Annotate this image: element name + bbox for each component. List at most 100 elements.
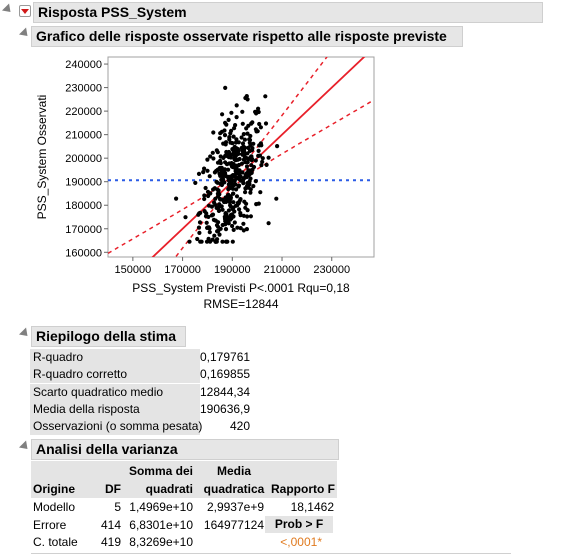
- data-point: [251, 164, 257, 170]
- data-point: [223, 239, 229, 244]
- data-point: [226, 192, 231, 197]
- data-point: [223, 219, 228, 224]
- y-tick-label: 240000: [65, 59, 102, 71]
- data-point: [214, 223, 220, 228]
- data-point: [233, 123, 238, 128]
- data-point: [206, 214, 211, 219]
- data-point: [214, 148, 219, 153]
- data-point: [220, 207, 225, 212]
- data-point: [220, 239, 225, 244]
- data-point: [231, 134, 236, 139]
- data-point: [232, 152, 237, 158]
- anova-source-cell: Modello: [33, 500, 76, 514]
- anova-ss-cell: 8,3269e+10: [129, 535, 193, 549]
- data-point: [233, 166, 238, 171]
- data-point: [226, 208, 231, 213]
- data-point: [232, 178, 237, 183]
- data-point: [206, 203, 212, 208]
- data-point: [233, 140, 239, 145]
- data-point: [237, 156, 242, 162]
- data-point: [247, 137, 252, 142]
- data-point: [196, 212, 201, 217]
- data-point: [220, 112, 225, 117]
- data-point: [183, 215, 188, 220]
- disclosure-icon-summary[interactable]: [18, 327, 32, 340]
- data-point: [204, 211, 209, 216]
- data-point: [226, 149, 231, 155]
- data-point: [243, 190, 248, 195]
- data-point: [248, 133, 253, 139]
- data-point: [195, 236, 200, 242]
- data-point: [228, 204, 233, 209]
- anova-ms-cell: 2,9937e+9: [206, 500, 264, 514]
- data-point: [244, 227, 249, 232]
- data-point: [228, 195, 233, 200]
- data-point: [230, 223, 235, 229]
- data-point: [240, 109, 245, 114]
- anova-source-cell: C. totale: [33, 535, 78, 549]
- data-point: [223, 85, 228, 90]
- data-point: [215, 160, 221, 165]
- data-point: [234, 187, 239, 192]
- actual-by-predicted-plot: 240000 230000 220000 210000 200000 190000 1800…: [35, 56, 375, 311]
- data-point: [211, 187, 216, 192]
- anova-header-background: [31, 461, 337, 498]
- data-point: [243, 160, 248, 165]
- data-point: [219, 165, 224, 170]
- data-point: [258, 125, 263, 130]
- data-point: [251, 184, 256, 189]
- data-point: [248, 176, 253, 181]
- data-point: [219, 204, 224, 209]
- data-point: [260, 159, 265, 164]
- data-point: [232, 144, 237, 149]
- summary-row-label: Scarto quadratico medio: [30, 383, 200, 401]
- data-point: [240, 141, 246, 146]
- summary-row-label: R-quadro corretto: [30, 366, 200, 384]
- data-point: [235, 169, 240, 174]
- data-point: [256, 153, 261, 158]
- summary-row-label: Media della risposta: [30, 400, 200, 418]
- anova-header-ms-line1: Media: [216, 464, 251, 478]
- red-triangle-menu-icon[interactable]: [19, 5, 31, 17]
- disclosure-icon-anova[interactable]: [18, 440, 32, 453]
- data-point: [227, 176, 233, 181]
- data-point: [230, 239, 235, 244]
- data-point: [242, 137, 247, 142]
- rmse-label: RMSE=12844: [203, 297, 278, 311]
- data-point: [237, 207, 242, 212]
- data-point: [211, 217, 216, 222]
- data-point: [238, 226, 243, 231]
- data-point: [230, 141, 235, 146]
- plot-section-title: Grafico delle risposte osservate rispett…: [31, 26, 463, 47]
- data-point: [263, 94, 268, 99]
- x-tick-label: 230000: [313, 264, 350, 276]
- x-tick-label: 150000: [115, 264, 152, 276]
- anova-df-cell: 5: [114, 500, 121, 514]
- data-point: [216, 228, 221, 233]
- data-point: [275, 144, 280, 149]
- summary-row-value: 420: [229, 419, 250, 434]
- summary-title: Riepilogo della stima: [31, 326, 186, 347]
- data-point: [235, 147, 240, 152]
- anova-ms-cell: 164977124: [203, 517, 264, 532]
- data-point: [234, 115, 239, 120]
- anova-header-f: Rapporto F: [271, 482, 335, 496]
- anova-header-origine: Origine: [33, 482, 76, 496]
- data-point: [215, 191, 220, 196]
- summary-row-value: 0,169855: [200, 367, 251, 382]
- data-point: [222, 133, 228, 138]
- data-point: [216, 208, 222, 213]
- data-point: [248, 155, 253, 160]
- data-point: [217, 171, 222, 176]
- data-point: [207, 230, 212, 235]
- data-point: [202, 193, 207, 198]
- data-point: [236, 183, 242, 188]
- data-point: [228, 213, 233, 218]
- data-point: [253, 109, 258, 114]
- data-point: [214, 168, 219, 174]
- data-point: [210, 212, 216, 217]
- anova-ms-cell: [196, 534, 264, 551]
- data-point: [245, 97, 250, 102]
- data-point: [238, 174, 243, 179]
- data-point: [214, 179, 219, 184]
